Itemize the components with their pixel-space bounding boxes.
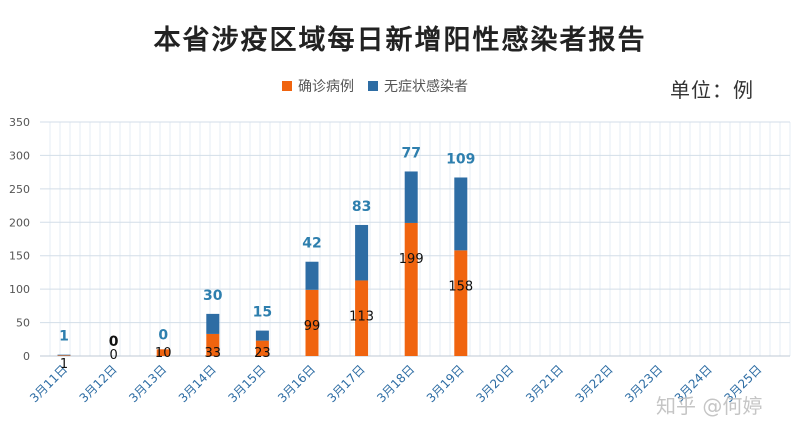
y-tick-label: 150 <box>9 250 30 263</box>
data-label-asymptomatic: 83 <box>352 199 371 215</box>
data-label-asymptomatic: 30 <box>203 288 223 304</box>
legend-swatch-confirmed <box>282 81 292 91</box>
y-tick-label: 100 <box>9 283 30 296</box>
data-label-confirmed: 10 <box>155 346 172 361</box>
x-tick-label: 3月15日 <box>225 362 268 405</box>
data-label-asymptomatic: 0 <box>109 334 119 350</box>
bar-confirmed <box>305 289 319 356</box>
bar-asymptomatic <box>355 224 369 281</box>
bar-confirmed <box>57 355 71 356</box>
bar-confirmed <box>404 222 418 356</box>
bar-asymptomatic <box>206 313 220 334</box>
bar-confirmed <box>156 349 170 356</box>
data-label-confirmed: 113 <box>349 309 374 324</box>
y-tick-label: 0 <box>23 350 30 363</box>
x-tick-label: 3月22日 <box>573 362 616 405</box>
data-label-confirmed: 99 <box>304 319 321 334</box>
y-tick-label: 300 <box>9 149 30 162</box>
bar-asymptomatic <box>305 261 319 290</box>
data-label-asymptomatic: 15 <box>253 305 272 321</box>
x-tick-label: 3月18日 <box>374 362 417 405</box>
bar-asymptomatic <box>454 177 468 251</box>
bar-asymptomatic <box>57 354 71 356</box>
data-label-asymptomatic: 109 <box>446 151 475 167</box>
data-label-confirmed: 199 <box>399 252 424 267</box>
data-label-asymptomatic: 77 <box>401 145 420 161</box>
data-label-confirmed: 23 <box>254 346 271 361</box>
x-tick-label: 3月13日 <box>126 362 169 405</box>
data-label-confirmed: 1 <box>60 357 68 372</box>
data-label-confirmed: 158 <box>448 279 473 294</box>
bar-confirmed <box>454 250 468 356</box>
x-tick-label: 3月20日 <box>473 362 516 405</box>
data-label-confirmed: 0 <box>109 348 117 363</box>
x-tick-label: 3月12日 <box>77 362 120 405</box>
bar-asymptomatic <box>404 171 418 223</box>
bar-asymptomatic <box>255 330 269 341</box>
legend-label-asymptomatic: 无症状感染者 <box>384 79 468 95</box>
watermark: 知乎 @何婷 <box>656 394 763 418</box>
chart-legend: 确诊病例 无症状感染者 <box>282 76 482 96</box>
y-tick-label: 350 <box>9 116 30 129</box>
x-tick-label: 3月21日 <box>523 362 566 405</box>
x-tick-label: 3月14日 <box>176 362 219 405</box>
legend-item-asymptomatic: 无症状感染者 <box>368 76 468 96</box>
legend-label-confirmed: 确诊病例 <box>298 79 354 95</box>
bar-confirmed <box>355 280 369 356</box>
x-tick-label: 3月16日 <box>275 362 318 405</box>
bar-confirmed <box>206 333 220 356</box>
x-tick-label: 3月17日 <box>325 362 368 405</box>
data-label-asymptomatic: 0 <box>158 327 168 343</box>
x-tick-label: 3月19日 <box>424 362 467 405</box>
legend-swatch-asymptomatic <box>368 81 378 91</box>
bar-confirmed <box>255 340 269 356</box>
data-label-asymptomatic: 1 <box>59 329 69 345</box>
data-label-asymptomatic: 42 <box>302 236 321 252</box>
legend-item-confirmed: 确诊病例 <box>282 76 354 96</box>
y-tick-label: 50 <box>16 317 30 330</box>
data-label-confirmed: 33 <box>205 346 222 361</box>
chart-title: 本省涉疫区域每日新增阳性感染者报告 <box>153 25 647 56</box>
y-tick-label: 200 <box>9 216 30 229</box>
unit-label: 单位：例 <box>670 78 754 102</box>
y-tick-label: 250 <box>9 183 30 196</box>
